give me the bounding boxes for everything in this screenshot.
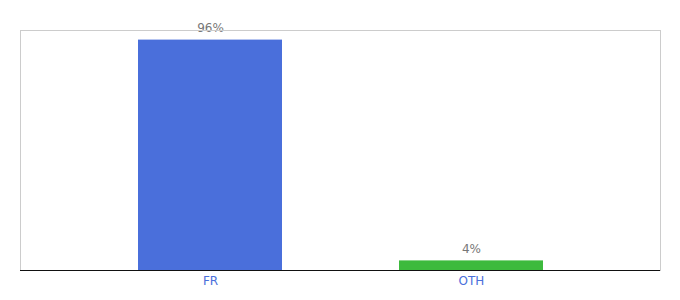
svg-text:96%: 96% xyxy=(197,21,224,35)
svg-text:FR: FR xyxy=(203,274,218,288)
svg-text:OTH: OTH xyxy=(459,274,485,288)
svg-text:4%: 4% xyxy=(462,242,481,256)
